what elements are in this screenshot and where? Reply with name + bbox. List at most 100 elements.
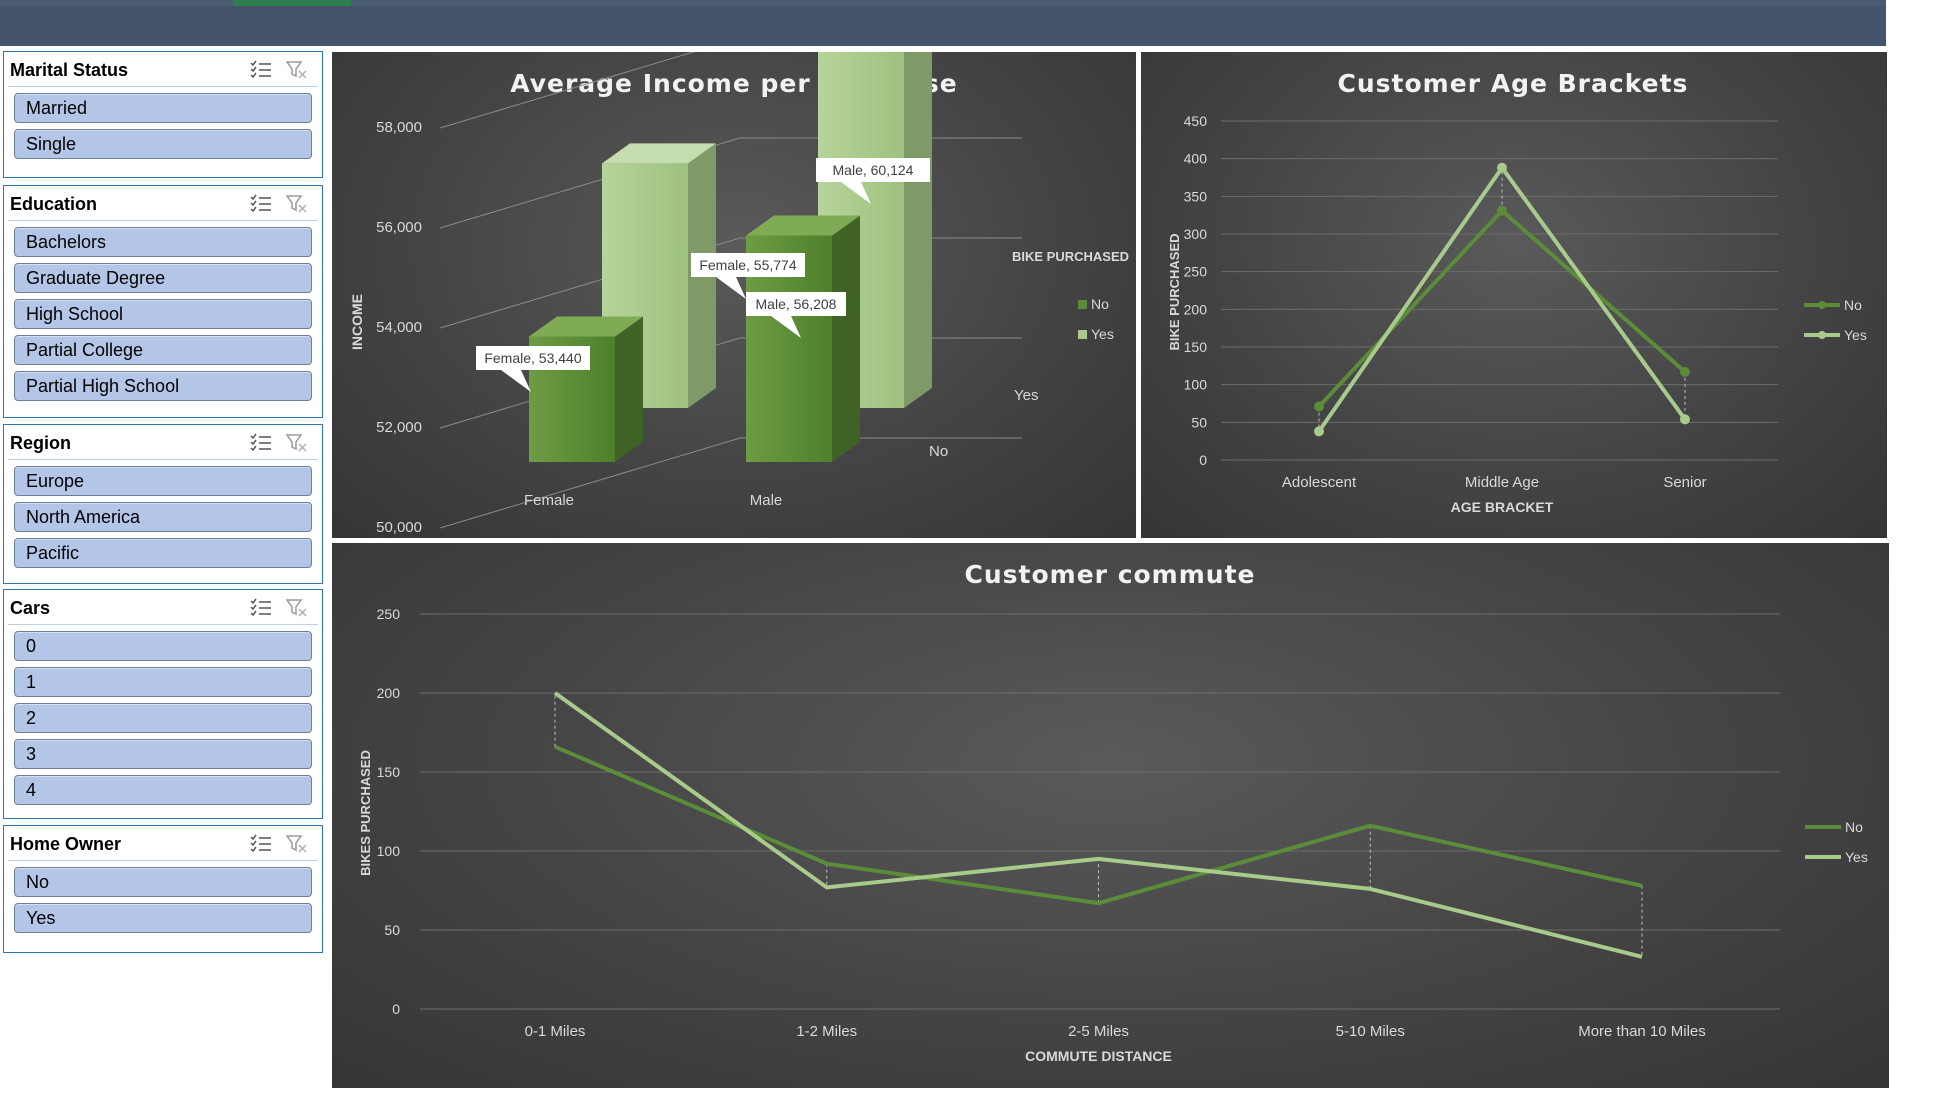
depth-label: No <box>929 443 948 460</box>
slicer-header: Marital Status <box>8 52 318 87</box>
y-tick-label: 250 <box>1184 264 1208 280</box>
x-axis-label: AGE BRACKET <box>1451 499 1554 515</box>
slicer-item[interactable]: Partial College <box>14 335 312 365</box>
legend-title: BIKE PURCHASED <box>1012 249 1129 264</box>
data-point <box>1680 414 1690 425</box>
legend-label: No <box>1845 819 1863 835</box>
y-tick-label: 250 <box>377 606 401 622</box>
multi-select-icon[interactable] <box>250 433 272 451</box>
multi-select-icon[interactable] <box>250 598 272 616</box>
data-label: Male, 60,124 <box>816 158 930 204</box>
data-label-text: Male, 60,124 <box>833 162 914 178</box>
data-label: Female, 55,774 <box>691 253 805 299</box>
data-label: Female, 53,440 <box>476 346 590 392</box>
data-label-text: Female, 55,774 <box>699 257 796 273</box>
y-tick-label: 50 <box>1191 414 1207 430</box>
slicer-header: Education <box>8 186 318 221</box>
clear-filter-icon[interactable] <box>286 834 308 854</box>
gridline <box>439 52 696 129</box>
legend-marker <box>1818 301 1826 309</box>
y-tick-label: 200 <box>377 685 401 701</box>
age-chart-panel[interactable]: Customer Age Brackets 0 50 100 150 200 250 300 3… <box>1141 52 1887 538</box>
slicer-title: Region <box>10 433 71 453</box>
slicer-item[interactable]: Partial High School <box>14 371 312 401</box>
multi-select-icon[interactable] <box>250 834 272 852</box>
legend-label: No <box>1844 297 1862 313</box>
bar-no <box>529 316 643 462</box>
clear-filter-icon[interactable] <box>286 60 308 80</box>
y-axis-label: BIKE PURCHASED <box>1167 233 1182 350</box>
chart-title: Customer commute <box>965 560 1256 589</box>
slicer-item[interactable]: 0 <box>14 631 312 661</box>
legend-label: No <box>1091 296 1109 312</box>
data-label-text: Male, 56,208 <box>756 296 837 312</box>
sheet-tab-strip <box>0 0 1886 6</box>
data-point <box>1314 426 1324 437</box>
x-tick-label: 2-5 Miles <box>1068 1023 1129 1040</box>
slicer-item[interactable]: High School <box>14 299 312 329</box>
slicer-header: Home Owner <box>8 826 318 861</box>
y-tick-label: 56,000 <box>376 219 422 236</box>
x-tick-label: Adolescent <box>1282 474 1357 491</box>
age-line-chart: Customer Age Brackets 0 50 100 150 200 250 300 3… <box>1167 69 1867 515</box>
legend-swatch-no <box>1078 300 1087 309</box>
data-label: Male, 56,208 <box>746 292 846 338</box>
slicer-item[interactable]: Bachelors <box>14 227 312 257</box>
x-tick-label: Middle Age <box>1465 474 1539 491</box>
y-tick-label: 150 <box>377 764 401 780</box>
dashboard-header-bar <box>0 6 1886 46</box>
series-line-no <box>554 744 1643 906</box>
x-tick-label: 0-1 Miles <box>525 1023 586 1040</box>
income-chart-panel[interactable]: Average Income per purchase 50,000 52,000 5… <box>332 52 1136 538</box>
x-tick-label: Male <box>750 492 783 509</box>
clear-filter-icon[interactable] <box>286 194 308 214</box>
y-tick-label: 450 <box>1184 113 1208 129</box>
y-tick-label: 200 <box>1184 301 1208 317</box>
data-point <box>1314 401 1324 412</box>
commute-chart-panel[interactable]: Customer commute 0 50 100 150 200 250 0-1 Miles… <box>332 543 1889 1088</box>
slicer-items: No Yes <box>4 861 322 943</box>
x-axis-label: COMMUTE DISTANCE <box>1025 1048 1172 1064</box>
active-tab-indicator[interactable] <box>233 0 351 6</box>
y-tick-label: 58,000 <box>376 119 422 136</box>
y-tick-label: 300 <box>1184 226 1208 242</box>
clear-filter-icon[interactable] <box>286 433 308 453</box>
slicer-item[interactable]: 3 <box>14 739 312 769</box>
slicer-item[interactable]: 2 <box>14 703 312 733</box>
slicer-title: Cars <box>10 598 51 618</box>
slicer-title: Marital Status <box>10 60 129 80</box>
slicer-title: Education <box>10 194 98 214</box>
y-tick-label: 150 <box>1184 339 1208 355</box>
gridline <box>439 437 741 529</box>
slicer-item[interactable]: No <box>14 867 312 897</box>
slicer-region: Region Europe North America Pacific <box>3 424 323 584</box>
slicer-item[interactable]: Pacific <box>14 538 312 568</box>
slicer-item[interactable]: Graduate Degree <box>14 263 312 293</box>
legend-label: Yes <box>1091 326 1114 342</box>
slicer-item[interactable]: Europe <box>14 466 312 496</box>
slicer-education: Education Bachelors Graduate Degree High S… <box>3 185 323 418</box>
y-tick-label: 350 <box>1184 188 1208 204</box>
slicer-item[interactable]: 1 <box>14 667 312 697</box>
legend-marker <box>1818 331 1826 339</box>
slicer-marital-status: Marital Status Married Single <box>3 51 323 178</box>
multi-select-icon[interactable] <box>250 194 272 212</box>
slicer-items: Europe North America Pacific <box>4 460 322 578</box>
slicer-item[interactable]: Yes <box>14 903 312 933</box>
clear-filter-icon[interactable] <box>286 598 308 618</box>
commute-line-chart: Customer commute 0 50 100 150 200 250 0-1 Miles… <box>358 560 1868 1064</box>
multi-select-icon[interactable] <box>250 60 272 78</box>
slicer-item[interactable]: Single <box>14 129 312 159</box>
slicer-item[interactable]: 4 <box>14 775 312 805</box>
y-axis-label: INCOME <box>349 294 365 350</box>
data-point <box>1497 162 1507 173</box>
slicer-header: Cars <box>8 590 318 625</box>
x-tick-label: Senior <box>1663 474 1706 491</box>
x-tick-label: Female <box>524 492 574 509</box>
data-point <box>1497 205 1507 216</box>
chart-title: Customer Age Brackets <box>1338 69 1689 98</box>
y-tick-label: 50 <box>384 922 400 938</box>
slicer-item[interactable]: Married <box>14 93 312 123</box>
slicer-item[interactable]: North America <box>14 502 312 532</box>
y-tick-label: 100 <box>1184 377 1208 393</box>
